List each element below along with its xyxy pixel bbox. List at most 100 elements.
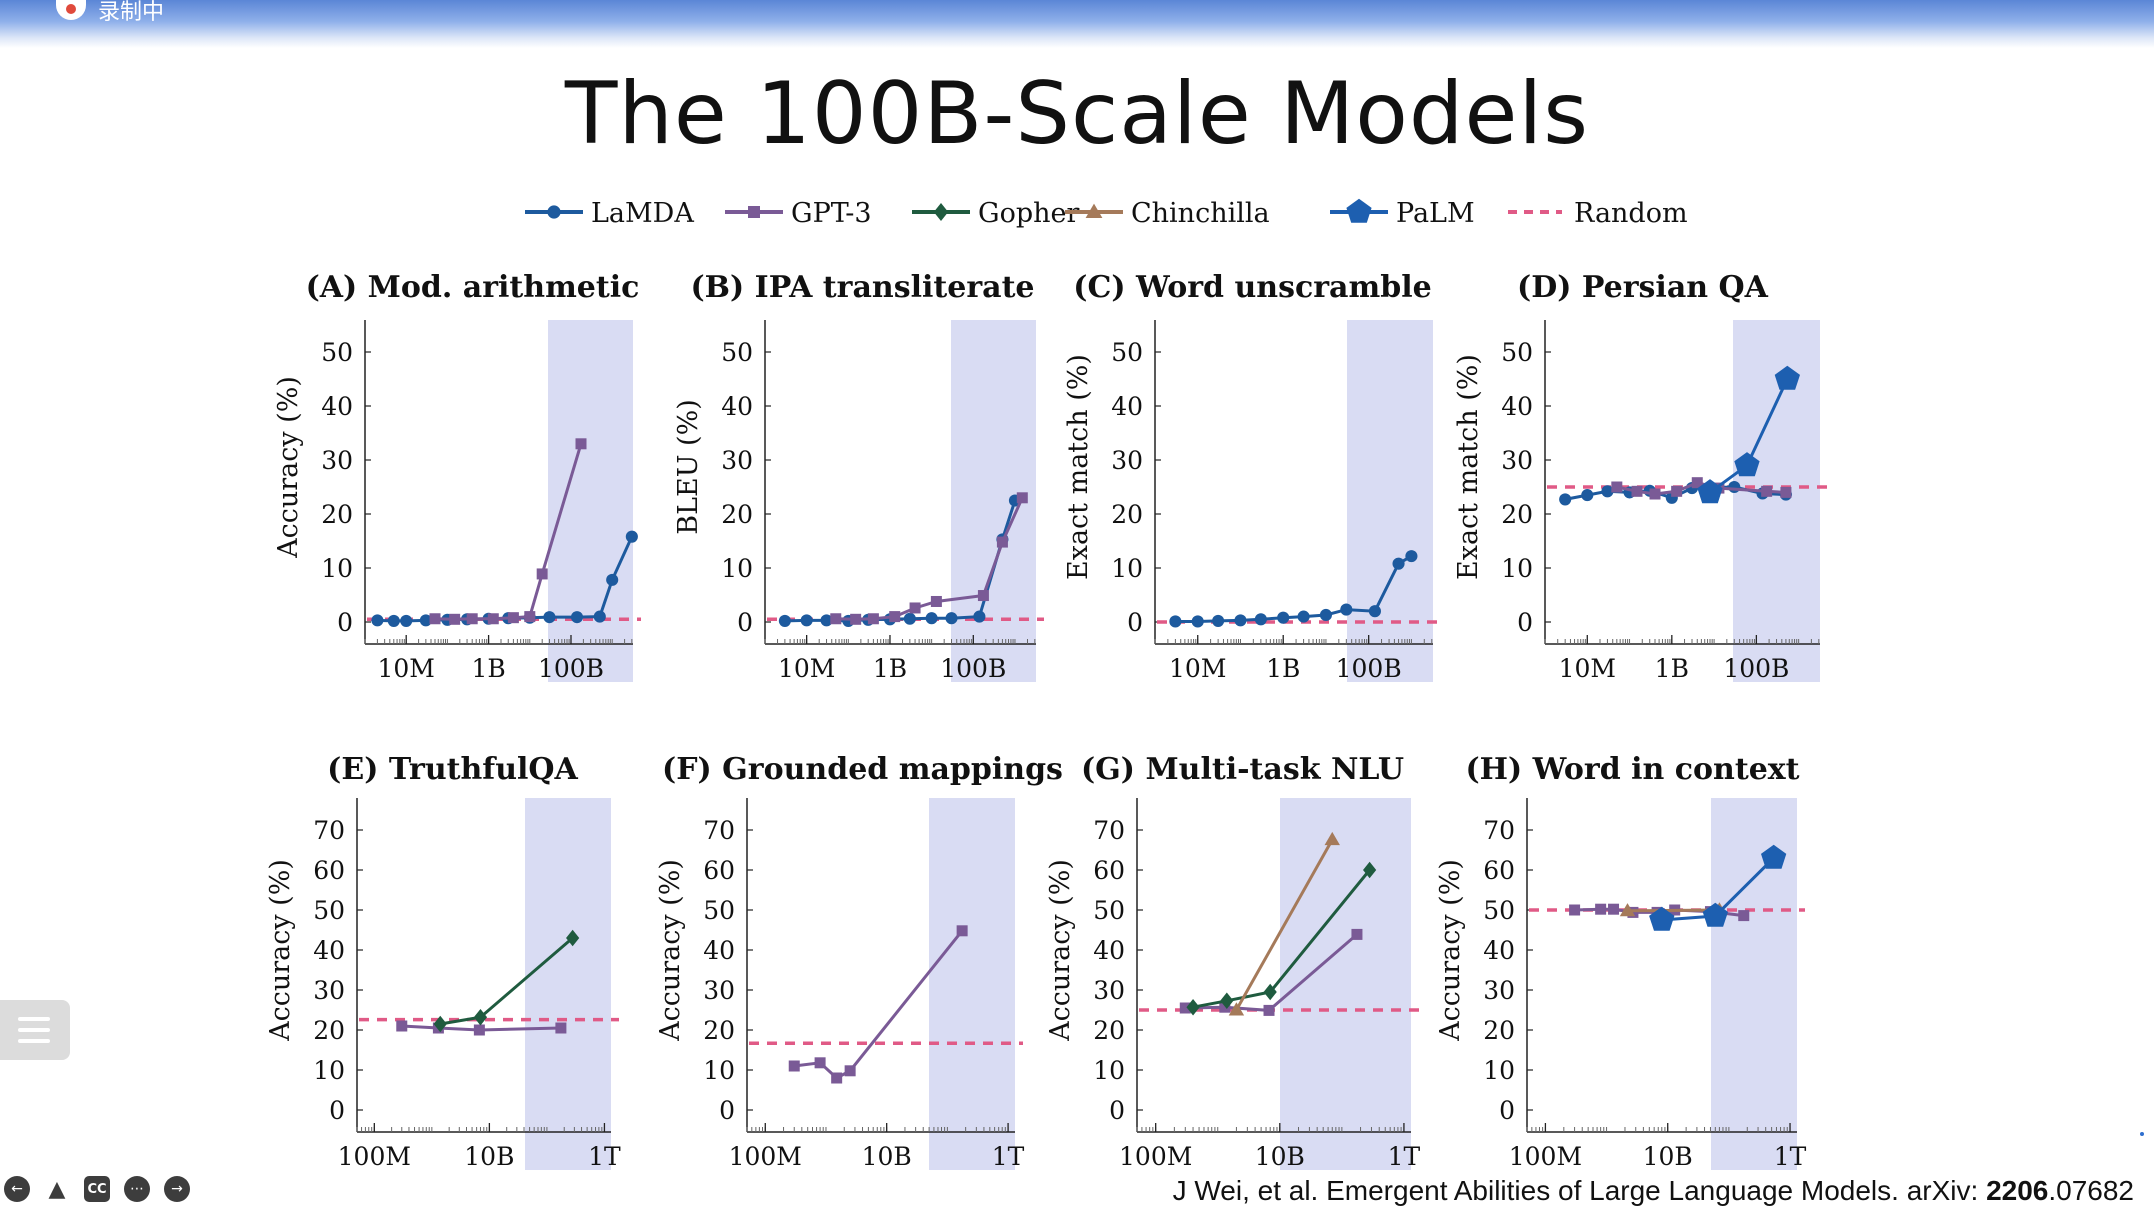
chart-title: (F) Grounded mappings: [662, 752, 1063, 787]
list-icon: [18, 1028, 50, 1032]
next-icon[interactable]: →: [164, 1176, 190, 1202]
data-point: [831, 1072, 843, 1084]
data-point: [1346, 198, 1372, 223]
series-line: [1192, 869, 1371, 1009]
x-tick-label: 100M: [338, 1142, 411, 1171]
series-line: [1185, 933, 1358, 1012]
data-point: [1277, 611, 1290, 624]
y-tick-label: 50: [313, 896, 345, 925]
chart-panel: (B) IPA transliterate 0 10 20 30 40 50 10M 1B 100…: [673, 270, 1050, 690]
y-axis-label: Accuracy (%): [1435, 859, 1466, 1042]
data-point: [945, 612, 958, 625]
data-point: [1212, 614, 1225, 627]
data-point: [1319, 608, 1332, 622]
y-tick-label: 50: [721, 338, 753, 367]
data-point: [566, 929, 580, 947]
data-point: [1169, 615, 1182, 628]
y-tick-label: 60: [1093, 856, 1125, 885]
x-tick-label: 100B: [538, 654, 604, 683]
y-tick-label: 30: [321, 446, 353, 475]
y-tick-label: 40: [1501, 392, 1533, 421]
y-tick-label: 50: [1093, 896, 1125, 925]
data-point: [1351, 928, 1363, 940]
list-icon: [18, 1017, 50, 1021]
y-axis-label: Accuracy (%): [1045, 859, 1076, 1042]
data-point: [903, 612, 916, 625]
data-point: [1608, 903, 1620, 915]
data-point: [536, 568, 548, 580]
x-tick-label: 10B: [1643, 1142, 1693, 1171]
data-point: [387, 614, 400, 627]
data-point: [1761, 485, 1773, 497]
chart-svg: 0 10 20 30 40 50 60 70 100M 10B 1T Accuracy (%): [1435, 798, 1807, 1171]
y-tick-label: 30: [1093, 976, 1125, 1005]
y-tick-label: 50: [703, 896, 735, 925]
chart-panel: (F) Grounded mappings 0 10 20 30 40 50 60 70 100M…: [655, 752, 1070, 1172]
x-tick-label: 1B: [1655, 654, 1689, 683]
data-point: [973, 610, 986, 623]
player-controls: ← ▲ CC ⋯ →: [4, 1176, 190, 1202]
data-point: [606, 573, 619, 586]
data-point: [507, 612, 519, 624]
y-tick-label: 40: [321, 392, 353, 421]
y-tick-label: 70: [1483, 816, 1515, 845]
pointer-icon[interactable]: ▲: [48, 1176, 66, 1202]
y-tick-label: 20: [321, 500, 353, 529]
y-tick-label: 70: [313, 816, 345, 845]
data-point: [1363, 861, 1377, 879]
data-point: [1697, 479, 1723, 504]
data-point: [400, 614, 413, 627]
data-point: [909, 602, 921, 614]
x-tick-label: 100M: [1119, 1142, 1192, 1171]
chart-svg: 0 10 20 30 40 50 10M 1B 100B BLEU (%): [673, 320, 1044, 683]
data-point: [547, 205, 561, 219]
y-axis-label: Exact match (%): [1063, 354, 1094, 580]
chart-title: (G) Multi-task NLU: [1080, 752, 1405, 787]
data-point: [1728, 480, 1741, 494]
legend-label: Gopher: [978, 198, 1079, 229]
chart-svg: 0 10 20 30 40 50 10M 1B 100B Exact match (%): [1453, 320, 1828, 683]
x-tick-label: 10M: [1559, 654, 1616, 683]
x-tick-label: 10M: [1169, 654, 1226, 683]
data-point: [1649, 488, 1661, 500]
y-tick-label: 40: [1093, 936, 1125, 965]
citation-id-bold: 2206: [1986, 1175, 2049, 1206]
recording-indicator[interactable]: 录制中: [56, 0, 164, 25]
data-point: [1191, 615, 1204, 628]
recording-label: 录制中: [98, 0, 165, 25]
y-tick-label: 0: [337, 608, 353, 637]
data-point: [473, 1008, 488, 1026]
series-line: [1235, 838, 1334, 1011]
table-of-contents-button[interactable]: [0, 1000, 70, 1060]
more-icon[interactable]: ⋯: [124, 1176, 150, 1202]
y-tick-label: 20: [1501, 500, 1533, 529]
x-tick-label: 1T: [992, 1142, 1025, 1171]
x-tick-label: 1B: [873, 654, 907, 683]
data-point: [625, 530, 638, 543]
chart-title: (A) Mod. arithmetic: [305, 270, 640, 305]
y-tick-label: 60: [313, 856, 345, 885]
data-point: [1263, 983, 1277, 1001]
data-point: [1649, 906, 1675, 931]
data-point: [1619, 903, 1636, 917]
captions-icon[interactable]: CC: [84, 1176, 110, 1202]
legend-label: PaLM: [1396, 198, 1475, 229]
data-point: [925, 612, 938, 625]
y-tick-label: 60: [703, 856, 735, 885]
data-point: [1559, 493, 1572, 506]
y-tick-label: 10: [1483, 1056, 1515, 1085]
chart-title: (E) TruthfulQA: [327, 752, 578, 787]
y-tick-label: 40: [1483, 936, 1515, 965]
data-point: [1581, 489, 1594, 502]
data-point: [1601, 485, 1614, 498]
x-tick-label: 100M: [1509, 1142, 1582, 1171]
data-point: [570, 611, 584, 624]
x-tick-label: 1T: [1774, 1142, 1807, 1171]
y-tick-label: 40: [721, 392, 753, 421]
y-tick-label: 60: [1483, 856, 1515, 885]
previous-icon[interactable]: ←: [4, 1176, 30, 1202]
data-point: [800, 614, 813, 627]
y-tick-label: 30: [1483, 976, 1515, 1005]
data-point: [1368, 605, 1381, 618]
data-point: [473, 1024, 485, 1036]
